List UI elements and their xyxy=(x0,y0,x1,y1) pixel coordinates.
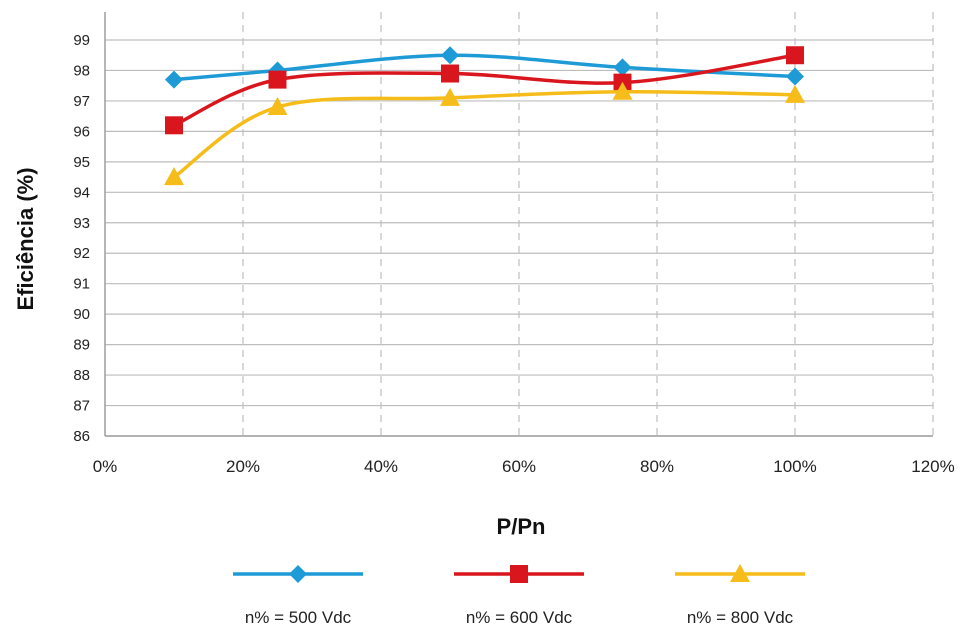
x-tick-label: 80% xyxy=(640,457,674,476)
series-triangle xyxy=(164,81,805,186)
series-square xyxy=(165,46,804,135)
legend-label: n% = 800 Vdc xyxy=(687,608,794,627)
data-point-diamond xyxy=(613,58,632,77)
data-point-triangle xyxy=(785,84,805,103)
y-tick-label: 97 xyxy=(73,93,90,110)
y-tick-label: 87 xyxy=(73,398,90,415)
x-tick-label: 60% xyxy=(502,457,536,476)
y-tick-label: 92 xyxy=(73,245,90,262)
x-axis-ticks: 0% 20% 40% 60% 80% 100% 120% xyxy=(93,457,955,476)
legend-item: n% = 600 Vdc xyxy=(454,565,584,627)
data-point-diamond xyxy=(786,67,804,86)
data-point-square xyxy=(165,116,183,135)
data-point-square xyxy=(441,64,459,83)
y-axis-ticks: 86 87 88 89 90 91 92 93 94 95 96 97 98 99 xyxy=(73,32,90,445)
legend-marker-square xyxy=(510,565,528,583)
y-tick-label: 89 xyxy=(73,337,90,354)
data-point-triangle xyxy=(612,81,633,100)
y-tick-label: 99 xyxy=(73,32,90,49)
data-point-diamond xyxy=(441,46,459,65)
series-line xyxy=(173,89,796,179)
y-tick-label: 91 xyxy=(73,276,90,293)
y-tick-label: 98 xyxy=(73,62,90,79)
legend: n% = 500 Vdc n% = 600 Vdc n% = 800 Vdc xyxy=(233,564,805,627)
data-point-diamond xyxy=(165,70,183,89)
legend-label: n% = 600 Vdc xyxy=(466,608,573,627)
x-tick-label: 20% xyxy=(226,457,260,476)
y-tick-label: 88 xyxy=(73,367,90,384)
y-tick-label: 94 xyxy=(73,184,90,201)
x-tick-label: 0% xyxy=(93,457,118,476)
y-tick-label: 86 xyxy=(73,428,90,445)
x-tick-label: 40% xyxy=(364,457,398,476)
series-layer xyxy=(164,46,805,186)
data-point-square xyxy=(268,70,287,89)
y-tick-label: 93 xyxy=(73,215,90,232)
legend-label: n% = 500 Vdc xyxy=(245,608,352,627)
x-axis-title: P/Pn xyxy=(497,514,546,539)
x-tick-label: 120% xyxy=(911,457,954,476)
y-tick-label: 96 xyxy=(73,123,90,140)
x-tick-label: 100% xyxy=(773,457,816,476)
y-tick-label: 90 xyxy=(73,306,90,323)
data-point-triangle xyxy=(267,97,288,116)
data-point-triangle xyxy=(440,87,460,106)
legend-marker-diamond xyxy=(289,565,307,583)
legend-marker-triangle xyxy=(730,564,750,582)
data-point-square xyxy=(786,46,804,65)
data-point-triangle xyxy=(164,167,184,186)
series-line xyxy=(173,53,796,127)
y-axis-title: Eficiência (%) xyxy=(13,167,38,310)
legend-item: n% = 800 Vdc xyxy=(675,564,805,627)
y-tick-label: 95 xyxy=(73,154,90,171)
legend-item: n% = 500 Vdc xyxy=(233,565,363,627)
